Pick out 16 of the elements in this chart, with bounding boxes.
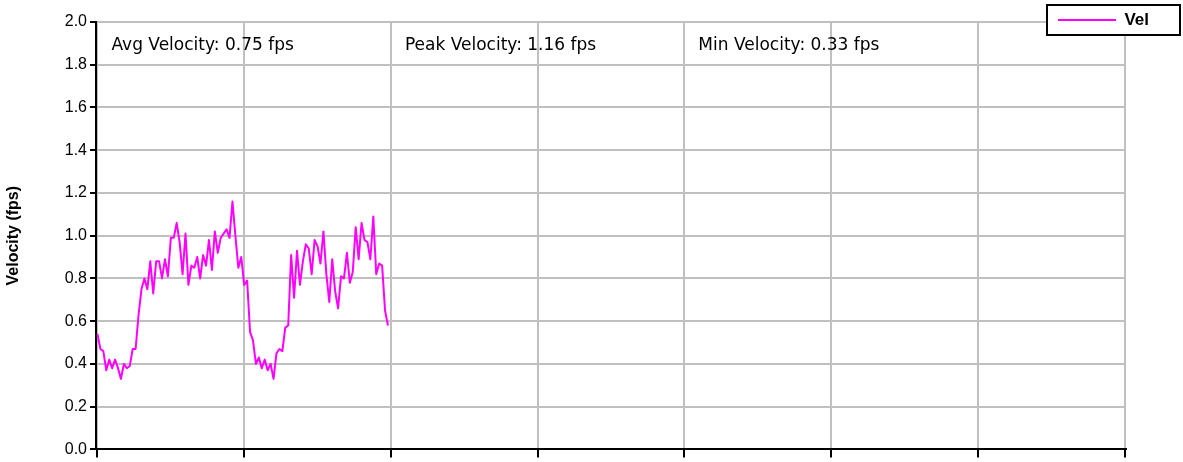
annotation: Avg Velocity: 0.75 fps <box>111 34 294 55</box>
y-tick-label: 0.8 <box>64 268 88 286</box>
y-axis-title: Velocity (fps) <box>4 185 22 286</box>
y-tick-label: 2.0 <box>64 12 88 30</box>
y-tick-label: 0.0 <box>64 439 88 457</box>
y-tick-label: 1.4 <box>64 140 88 158</box>
annotation: Min Velocity: 0.33 fps <box>698 34 880 55</box>
y-tick-label: 0.2 <box>64 397 88 415</box>
y-tick-label: 1.0 <box>64 226 88 244</box>
annotation: Peak Velocity: 1.16 fps <box>404 34 597 55</box>
legend-label: Vel <box>1124 10 1149 30</box>
y-tick-label: 1.6 <box>64 97 88 115</box>
y-tick-label: 1.8 <box>64 55 88 73</box>
y-tick-label: 0.6 <box>64 311 88 329</box>
y-tick-label: 0.4 <box>64 354 88 372</box>
y-tick-label: 1.2 <box>64 183 88 201</box>
